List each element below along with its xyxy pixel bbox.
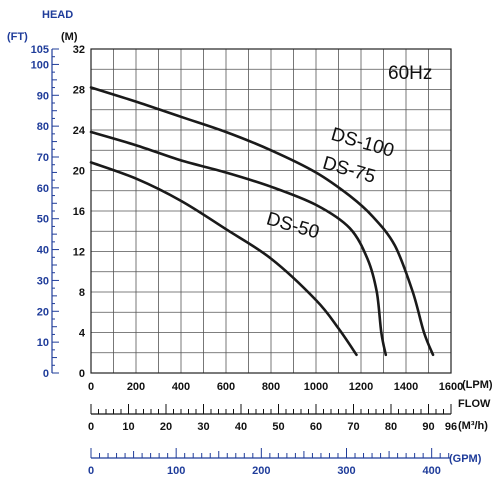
y-ft-tick-label: 100 bbox=[31, 59, 49, 71]
y-m-tick-label: 20 bbox=[73, 166, 85, 178]
y-ft-tick-label: 50 bbox=[37, 214, 49, 226]
x-m3h-tick-label: 70 bbox=[347, 421, 359, 433]
x-m3h-tick-label: 90 bbox=[422, 421, 434, 433]
plot-frame bbox=[90, 48, 452, 374]
x-lpm-tick-label: 1600 bbox=[439, 381, 463, 393]
y-m-tick-label: 28 bbox=[73, 85, 85, 97]
series-label-ds-50: DS-50 bbox=[264, 208, 322, 243]
x-m3h-tick-label: 40 bbox=[235, 421, 247, 433]
y-ft-tick-label: 60 bbox=[37, 183, 49, 195]
x-gpm-tick-label: 400 bbox=[422, 465, 440, 477]
x-lpm-tick-label: 400 bbox=[172, 381, 190, 393]
head-axis-unit-ft: (FT) bbox=[7, 31, 28, 43]
y-ft-tick-label: 40 bbox=[37, 245, 49, 257]
x-lpm-tick-label: 800 bbox=[262, 381, 280, 393]
x-m3h-tick-label: 96 bbox=[445, 421, 457, 433]
x-gpm-tick-label: 300 bbox=[337, 465, 355, 477]
x-lpm-tick-label: 600 bbox=[217, 381, 235, 393]
x-lpm-tick-label: 200 bbox=[127, 381, 145, 393]
y-m-tick-label: 0 bbox=[79, 368, 85, 380]
series-line-ds-100 bbox=[89, 86, 435, 357]
y-m-tick-label: 32 bbox=[73, 44, 85, 56]
y-m-tick-label: 8 bbox=[79, 287, 85, 299]
y-m-tick-label: 12 bbox=[73, 247, 85, 259]
x-lpm-tick-label: 0 bbox=[88, 381, 94, 393]
y-ft-tick-label: 10 bbox=[37, 337, 49, 349]
flow-axis-unit-lpm: (LPM) bbox=[462, 379, 493, 391]
frequency-label: 60Hz bbox=[388, 63, 432, 84]
flow-axis-title: FLOW bbox=[458, 398, 491, 410]
x-lpm-tick-label: 1200 bbox=[349, 381, 373, 393]
x-gpm-tick-label: 100 bbox=[167, 465, 185, 477]
y-ft-tick-label: 30 bbox=[37, 275, 49, 287]
x-lpm-tick-label: 1400 bbox=[394, 381, 418, 393]
x-gpm-tick-label: 0 bbox=[88, 465, 94, 477]
x-m3h-tick-label: 50 bbox=[272, 421, 284, 433]
x-m3h-tick-label: 10 bbox=[122, 421, 134, 433]
x-m3h-tick-label: 80 bbox=[385, 421, 397, 433]
series-label-ds-75: DS-75 bbox=[320, 153, 378, 188]
x-m3h-tick-label: 0 bbox=[88, 421, 94, 433]
flow-axis-unit-gpm: (GPM) bbox=[449, 453, 482, 465]
y-ft-tick-label: 80 bbox=[37, 121, 49, 133]
y-m-tick-label: 24 bbox=[73, 125, 86, 137]
x-gpm-tick-label: 200 bbox=[252, 465, 270, 477]
head-axis-unit-m: (M) bbox=[61, 31, 78, 43]
y-ft-tick-label: 20 bbox=[37, 306, 49, 318]
y-m-tick-label: 16 bbox=[73, 206, 85, 218]
grid-layer bbox=[91, 49, 451, 373]
x-m3h-tick-label: 20 bbox=[160, 421, 172, 433]
flow-axis-unit-m3h: (M³/h) bbox=[458, 420, 488, 432]
head-axis-title: HEAD bbox=[42, 9, 73, 21]
y-ft-tick-label: 0 bbox=[43, 368, 49, 380]
y-ft-tick-label: 90 bbox=[37, 90, 49, 102]
x-m3h-tick-label: 30 bbox=[197, 421, 209, 433]
series-line-ds-50 bbox=[89, 161, 358, 357]
y-ft-tick-label: 105 bbox=[31, 44, 49, 56]
axes-layer: 0481216202428320102030405060708090100105… bbox=[31, 44, 464, 477]
x-lpm-tick-label: 1000 bbox=[304, 381, 328, 393]
series-line-ds-75 bbox=[89, 130, 388, 357]
y-m-tick-label: 4 bbox=[79, 328, 86, 340]
x-m3h-tick-label: 60 bbox=[310, 421, 322, 433]
y-ft-tick-label: 70 bbox=[37, 152, 49, 164]
